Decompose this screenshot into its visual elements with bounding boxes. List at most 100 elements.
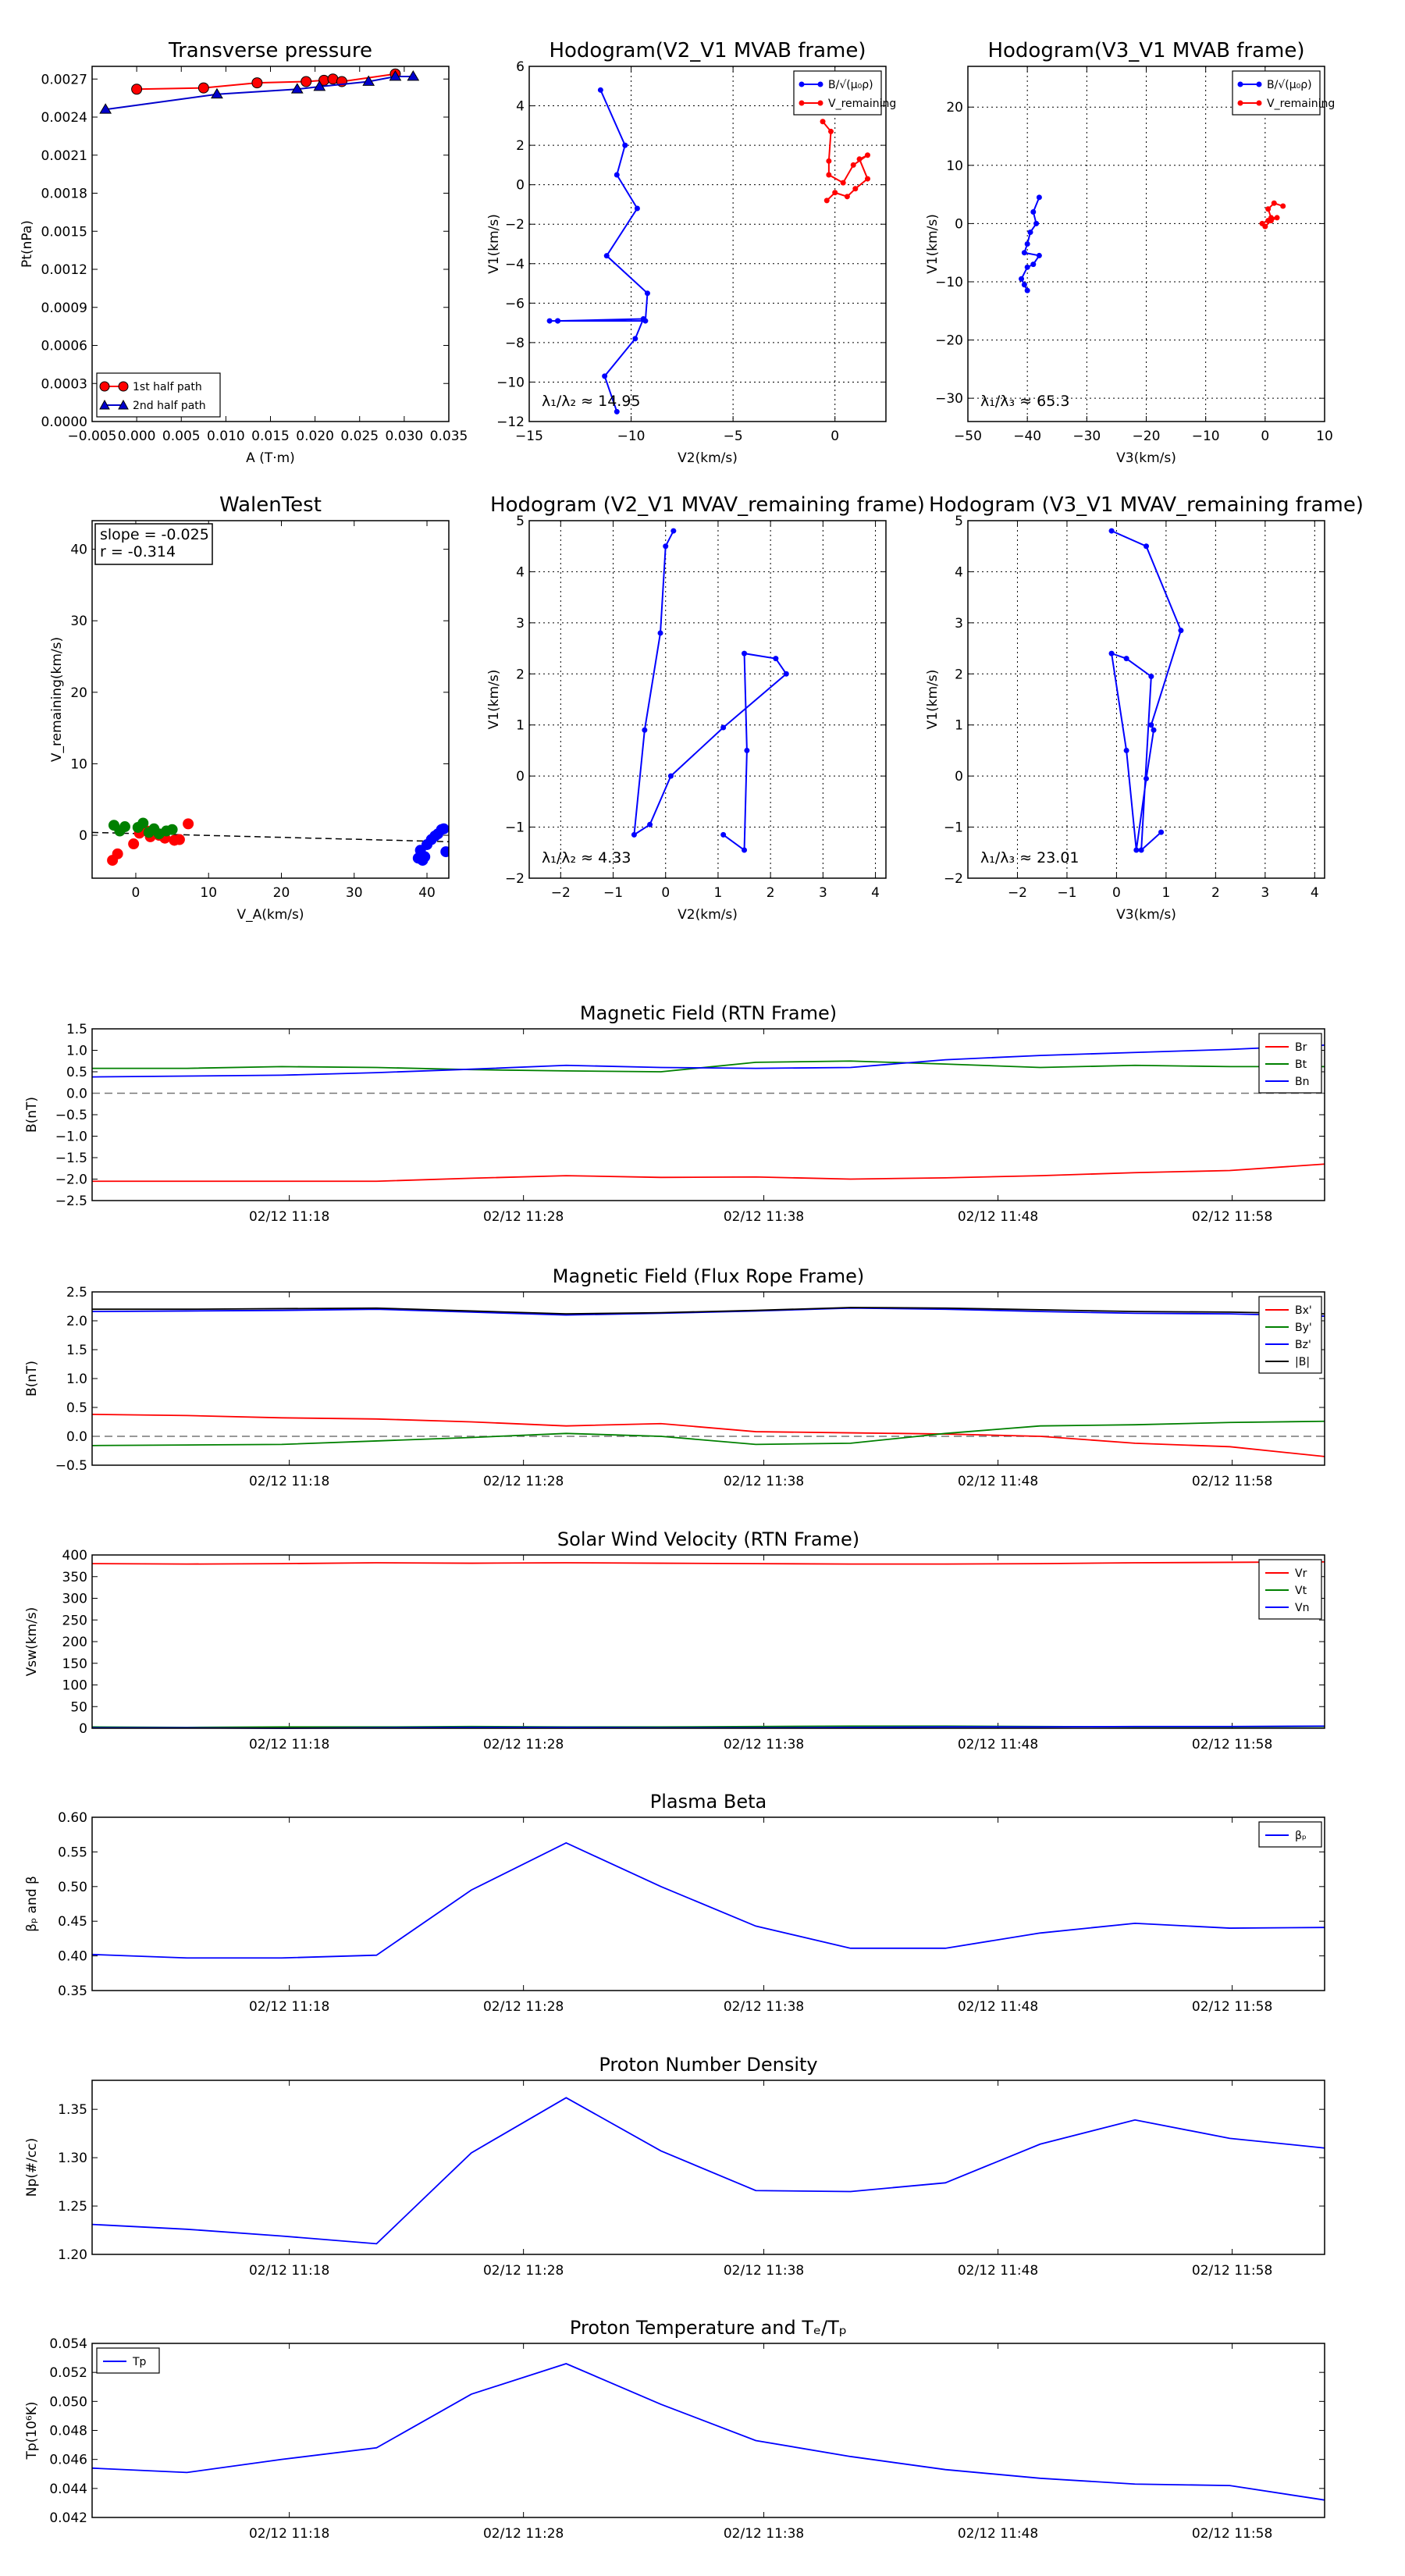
h2-point [1021, 250, 1027, 256]
h1-xlabel: V2(km/s) [678, 450, 738, 466]
walen-point [119, 821, 130, 833]
h3-ytick-label: 0 [516, 769, 525, 785]
ts5-series-line [91, 2097, 1325, 2245]
walen-plot-area [107, 817, 449, 866]
ts2-ytick-label: 0.5 [66, 1400, 87, 1416]
h4-xtick-label: −2 [1008, 885, 1027, 901]
h3-point [742, 847, 748, 853]
h3-point [647, 821, 653, 827]
h3-ylabel: V1(km/s) [486, 670, 502, 730]
tp-point [290, 83, 304, 94]
h2-xtick-label: −50 [954, 429, 982, 444]
ts6-series-line [91, 2363, 1325, 2501]
h2-legend-label: B/√(μ₀ρ) [1267, 79, 1312, 91]
ts3-ytick-label: 300 [62, 1592, 87, 1607]
walen-point [166, 824, 178, 835]
tp-xtick-label: 0.010 [207, 429, 245, 444]
h2-ylabel: V1(km/s) [925, 214, 941, 274]
ts3-legend-label: Vn [1295, 1602, 1309, 1614]
walen-point [128, 838, 140, 850]
h3-ytick-label: 5 [516, 514, 525, 529]
walen-title: WalenTest [219, 493, 322, 517]
h1-xtick-label: −10 [617, 429, 646, 444]
walen-point [440, 846, 449, 858]
walen-ytick-label: 20 [70, 685, 87, 701]
ts6-panel: 0.042 0.044 0.046 0.048 0.050 0.052 0.054 02/12… [24, 2317, 1325, 2542]
h3-xtick-label: −2 [551, 885, 571, 901]
ts3-ylabel: Vsw(km/s) [24, 1607, 40, 1677]
tp-series-line [137, 73, 396, 91]
ts6-ytick-label: 0.052 [49, 2365, 87, 2381]
h2-ytick-label: −20 [935, 333, 963, 349]
ts1-title: Magnetic Field (RTN Frame) [580, 1002, 837, 1024]
h4-point [1108, 528, 1115, 534]
tp-point [389, 70, 402, 81]
h1-point [622, 142, 628, 148]
walen-ylabel: V_remaining(km/s) [49, 637, 65, 762]
ts1-xtick-label: 02/12 11:48 [958, 1209, 1038, 1225]
h1-ytick-label: −4 [505, 257, 525, 272]
h2-panel: −50 −40 −30 −20 −10 0 10 −30 −20 −10 0 10 20 V3(km/s)… [925, 39, 1335, 466]
walen-fit-line [91, 831, 450, 843]
ts2-xtick-label: 02/12 11:48 [958, 1474, 1038, 1489]
walen-point [137, 817, 149, 829]
walen-point [112, 848, 123, 859]
h1-point [602, 373, 608, 379]
ts6-ylabel: Tp(10⁶K) [24, 2401, 40, 2460]
tp-point [301, 76, 312, 87]
h1-point [597, 87, 603, 93]
ts5-xtick-label: 02/12 11:58 [1192, 2263, 1272, 2279]
ts3-xtick-label: 02/12 11:28 [483, 1737, 564, 1752]
h3-point [742, 650, 748, 656]
h3-xlabel: V2(km/s) [678, 907, 738, 923]
h1-legend-marker [817, 100, 823, 106]
h1-point [546, 318, 553, 324]
h2-xtick-label: −10 [1192, 429, 1220, 444]
h3-plot-area [631, 528, 789, 853]
ts1-ytick-label: 0.5 [66, 1065, 87, 1080]
h3-point [744, 747, 750, 753]
h2-ytick-label: 10 [946, 158, 963, 174]
h1-point [850, 162, 856, 168]
ts5-xtick-label: 02/12 11:28 [483, 2263, 564, 2279]
h1-ytick-label: 4 [516, 99, 525, 115]
h2-ytick-label: 20 [946, 100, 963, 116]
h2-legend-marker [1237, 81, 1243, 87]
tp-legend-box [96, 372, 221, 418]
h3-title: Hodogram (V2_V1 MVAV_remaining frame) [490, 493, 925, 517]
ts1-legend-label: Bn [1295, 1076, 1309, 1088]
ts1-ytick-label: −2.0 [55, 1172, 87, 1188]
h2-point [1030, 208, 1037, 215]
h3-annotation: λ₁/λ₂ ≈ 4.33 [542, 849, 631, 866]
tp-point [407, 70, 420, 81]
h1-point [864, 152, 870, 158]
h1-frame [528, 66, 887, 422]
tp-ytick-label: 0.0006 [41, 339, 87, 354]
ts2-frame [91, 1291, 1325, 1466]
walen-xtick-label: 0 [132, 885, 140, 901]
ts3-ytick-label: 350 [62, 1570, 87, 1585]
h1-xtick-label: 0 [831, 429, 839, 444]
ts2-xtick-label: 02/12 11:38 [724, 1474, 804, 1489]
h2-point [1021, 282, 1027, 288]
ts1-series-line [92, 1060, 1325, 1073]
h4-point [1108, 650, 1115, 656]
tp-xtick-label: 0.025 [340, 429, 379, 444]
h1-xtick-label: −5 [724, 429, 743, 444]
h3-point [773, 656, 779, 662]
h3-point [657, 630, 663, 636]
walen-ytick-label: 0 [79, 828, 87, 844]
ts1-legend-label: Br [1295, 1041, 1307, 1054]
ts1-legend-label: Bt [1295, 1059, 1307, 1071]
ts5-ylabel: Np(#/cc) [24, 2138, 40, 2197]
h1-point [640, 316, 646, 322]
tp-legend-marker [118, 399, 129, 410]
h3-xtick-label: 3 [819, 885, 827, 901]
tp-point [197, 82, 209, 94]
h4-point [1123, 747, 1129, 753]
walen-ytick-label: 30 [70, 614, 87, 629]
h1-ylabel: V1(km/s) [486, 214, 502, 274]
h4-point [1148, 722, 1154, 728]
tp-ytick-label: 0.0009 [41, 301, 87, 316]
